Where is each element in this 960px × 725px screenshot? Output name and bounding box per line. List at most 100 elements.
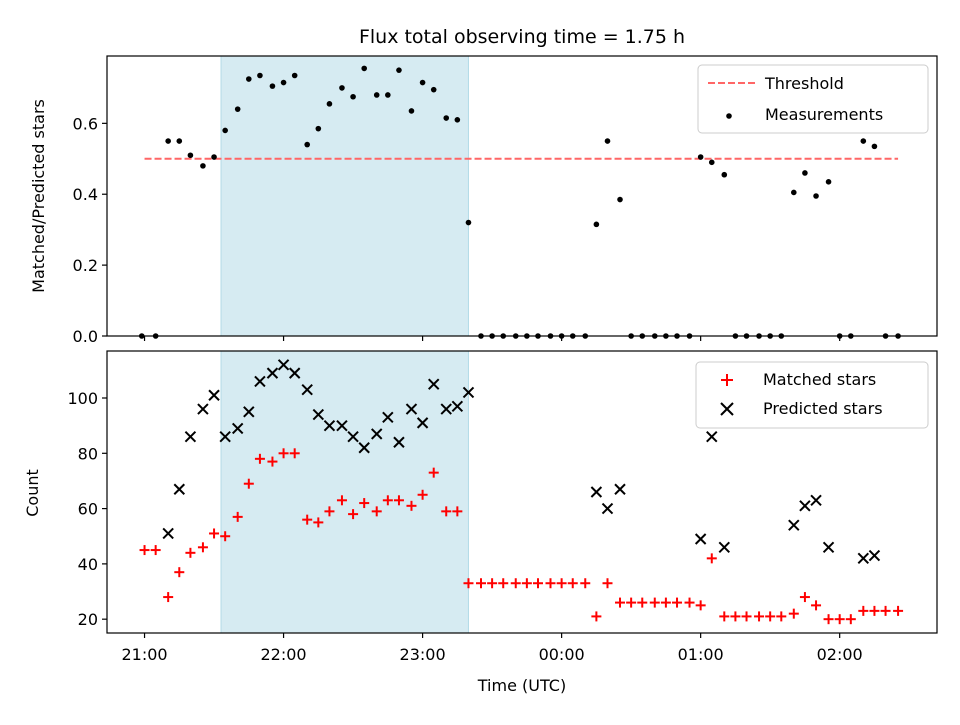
predicted-star-point [173,483,186,495]
measurement-point [443,115,450,121]
matched-star-point [799,592,810,603]
predicted-star-point [288,367,301,379]
measurement-point [304,141,311,148]
bottom-legend: Matched stars Predicted stars [695,361,929,429]
measurement-point [257,72,263,79]
measurement-point [419,79,426,86]
predicted-star-point [347,430,359,443]
matched-star-point [243,478,254,489]
matched-star-point [602,578,613,589]
matched-star-point [672,597,683,608]
measurement-point [211,154,217,160]
measurement-point [269,83,276,89]
matched-star-point [858,605,869,616]
predicted-star-point [301,383,313,396]
legend-matched-swatch [721,374,733,386]
measurement-point [291,72,298,79]
matched-star-point [498,578,509,589]
predicted-star-point [428,378,440,390]
matched-star-point [834,614,845,625]
matched-star-point [463,578,474,589]
predicted-star-point [254,375,266,388]
bottom-y-tick-label: 40 [78,555,98,574]
matched-star-point [139,545,150,556]
legend-measurements-label: Measurements [765,105,883,124]
predicted-star-point [590,486,603,498]
top-y-axis-label: Matched/Predicted stars [29,99,48,293]
measurement-point [802,170,808,176]
matched-star-point [741,611,752,622]
bottom-x-tick-label: 22:00 [261,645,307,664]
predicted-star-point [405,403,418,415]
matched-star-point [719,611,730,622]
measurement-point [860,138,867,144]
matched-star-point [880,605,891,616]
matched-star-point [532,578,543,589]
predicted-star-point [788,519,800,531]
measurement-point [222,127,228,134]
matched-star-point [163,592,174,603]
matched-star-point [580,578,591,589]
matched-star-point [626,597,637,608]
top-y-tick-label: 0.4 [73,185,98,204]
bottom-axes-frame [106,350,938,634]
bottom-observing-window [220,350,469,634]
measurement-point [465,219,472,226]
legend-matched-label: Matched stars [763,370,876,389]
predicted-star-point [718,541,730,554]
matched-star-point [302,514,313,525]
predicted-star-point [822,541,835,554]
predicted-star-point [197,403,209,415]
measurement-point [813,193,819,199]
matched-star-point [441,506,452,517]
matched-star-point [278,448,289,459]
matched-star-point [730,611,741,622]
predicted-star-point [416,417,429,429]
x-axis-label: Time (UTC) [477,676,566,695]
matched-star-point [417,489,428,500]
legend-predicted-label: Predicted stars [763,399,883,418]
matched-star-point [765,611,776,622]
matched-star-point [521,578,532,589]
bottom-x-tick-label: 01:00 [678,645,724,664]
matched-star-point [452,506,463,517]
top-y-tick-label: 0.6 [73,114,98,133]
measurement-point [408,108,415,114]
predicted-star-point [614,483,626,495]
matched-star-point [220,531,231,542]
matched-star-point [359,498,370,509]
matched-star-point [209,528,220,539]
bottom-y-tick-label: 80 [78,444,98,463]
predicted-star-point [277,359,290,371]
top-y-tick-label: 0.2 [73,256,98,275]
matched-star-point [695,600,706,611]
measurement-point [385,92,391,98]
predicted-star-point [336,419,348,432]
matched-star-point [487,578,498,589]
matched-star-point [754,611,765,622]
matched-star-point [393,495,404,506]
predicted-star-point [219,430,231,443]
measurement-point [280,79,287,86]
top-observing-window [220,55,469,337]
matched-star-point [823,614,834,625]
matched-star-point [313,517,324,528]
top-axes-frame [106,55,938,337]
measurement-point [315,125,322,132]
measurement-point [430,86,437,93]
matched-star-point [510,578,521,589]
matched-star-point [336,495,347,506]
matched-star-point [324,506,335,517]
matched-star-point [254,453,265,464]
matched-star-point [371,506,382,517]
measurement-point [165,138,171,144]
bottom-legend-box [695,361,929,429]
matched-star-point [845,614,856,625]
top-series-1 [138,65,901,339]
matched-star-point [348,509,359,520]
bottom-x-tick-label: 23:00 [400,645,446,664]
predicted-star-point [266,367,279,379]
measurement-point [187,152,194,159]
matched-star-point [197,542,208,553]
